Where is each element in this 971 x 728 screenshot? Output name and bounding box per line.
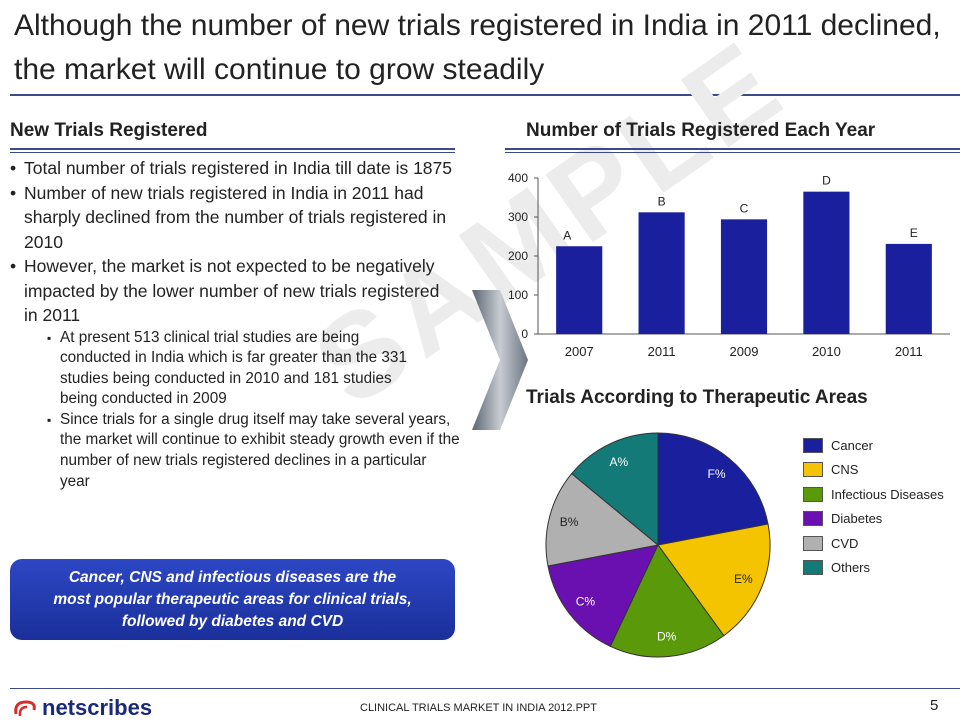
sub-bullet-item: At present 513 clinical trial studies ar… xyxy=(10,328,420,410)
sub-bullet-item: Since trials for a single drug itself ma… xyxy=(10,410,460,492)
bar xyxy=(638,212,685,334)
bullet-item: Number of new trials registered in India… xyxy=(10,181,480,255)
legend-item-cvd: CVD xyxy=(803,531,944,556)
legend-swatch xyxy=(803,486,823,502)
pie-slice-label: E% xyxy=(734,572,753,586)
legend-swatch xyxy=(803,511,823,527)
pie-slice-label: D% xyxy=(657,629,677,643)
pie-slice xyxy=(570,432,659,547)
bar-data-label: E xyxy=(910,226,918,240)
pie-slice-label: F% xyxy=(708,467,726,481)
legend-label: Cancer xyxy=(831,437,873,453)
netscribes-logo: netscribes xyxy=(12,695,152,721)
legend-item-others: Others xyxy=(803,556,944,581)
callout-text: Cancer, CNS and infectious diseases are … xyxy=(53,568,412,630)
bar-chart: 0 100 200 300 400 A 2007 B 2011 C 2009 D 2010 E 2011 xyxy=(508,171,950,359)
pie-slice xyxy=(547,544,659,648)
legend-swatch xyxy=(803,462,823,478)
pie-slice xyxy=(657,432,769,546)
x-tick-label: 2010 xyxy=(812,344,841,359)
y-tick-label: 0 xyxy=(521,327,528,341)
footer-document-name: CLINICAL TRIALS MARKET IN INDIA 2012.PPT xyxy=(360,702,597,714)
logo-text: netscribes xyxy=(42,695,153,720)
pie-slice xyxy=(657,523,771,637)
x-tick-label: 2011 xyxy=(895,344,923,359)
pie-slice xyxy=(609,544,725,658)
bullet-item: However, the market is not expected to b… xyxy=(10,254,454,328)
x-tick-label: 2007 xyxy=(565,344,594,359)
pie-legend: Cancer CNS Infectious Diseases Diabetes … xyxy=(803,433,944,580)
y-tick-label: 200 xyxy=(508,249,528,263)
slide-title: Although the number of new trials regist… xyxy=(14,9,941,86)
footer-rule xyxy=(10,688,960,689)
legend-swatch xyxy=(803,437,823,453)
pie-slice-label: A% xyxy=(610,455,629,469)
y-tick-label: 400 xyxy=(508,171,528,185)
bar-data-label: C xyxy=(740,201,749,215)
legend-label: CVD xyxy=(831,535,859,551)
legend-label: Others xyxy=(831,560,871,576)
legend-item-cns: CNS xyxy=(803,458,944,483)
bar xyxy=(556,246,603,334)
bar-data-label: B xyxy=(658,194,666,208)
bar-data-label: D xyxy=(822,174,831,188)
y-tick-label: 100 xyxy=(508,288,528,302)
left-heading-rule xyxy=(10,148,455,150)
legend-item-infectious: Infectious Diseases xyxy=(803,482,944,507)
legend-label: CNS xyxy=(831,462,859,478)
legend-item-diabetes: Diabetes xyxy=(803,507,944,532)
right-heading-rule-thin xyxy=(505,152,960,153)
title-rule xyxy=(10,94,960,96)
legend-swatch xyxy=(803,560,823,576)
logo-mark-icon xyxy=(14,700,36,717)
bar xyxy=(803,191,850,334)
page-number: 5 xyxy=(930,697,939,714)
new-trials-heading: New Trials Registered xyxy=(10,120,208,141)
legend-swatch xyxy=(803,535,823,551)
pie-slice-label: C% xyxy=(576,594,596,608)
chevron-arrow-icon xyxy=(472,290,528,430)
bar-chart-title: Number of Trials Registered Each Year xyxy=(526,120,876,141)
right-heading-rule xyxy=(505,148,960,150)
left-heading-rule-thin xyxy=(10,152,455,153)
legend-item-cancer: Cancer xyxy=(803,433,944,458)
bar xyxy=(885,243,932,334)
bar xyxy=(720,219,768,334)
pie-chart-title: Trials According to Therapeutic Areas xyxy=(526,387,868,408)
pie-slice xyxy=(545,472,660,567)
y-tick-label: 300 xyxy=(508,210,528,224)
key-insight-callout: Cancer, CNS and infectious diseases are … xyxy=(10,559,455,640)
bullet-list: Total number of trials registered in Ind… xyxy=(10,156,480,492)
legend-label: Infectious Diseases xyxy=(831,486,944,502)
pie-slice-label: B% xyxy=(560,515,579,529)
bar-data-label: A xyxy=(563,228,571,242)
legend-label: Diabetes xyxy=(831,511,883,527)
x-tick-label: 2009 xyxy=(730,344,759,359)
bullet-item: Total number of trials registered in Ind… xyxy=(10,156,480,181)
pie-chart: F% E% D% C% B% A% xyxy=(545,432,771,658)
x-tick-label: 2011 xyxy=(648,344,676,359)
